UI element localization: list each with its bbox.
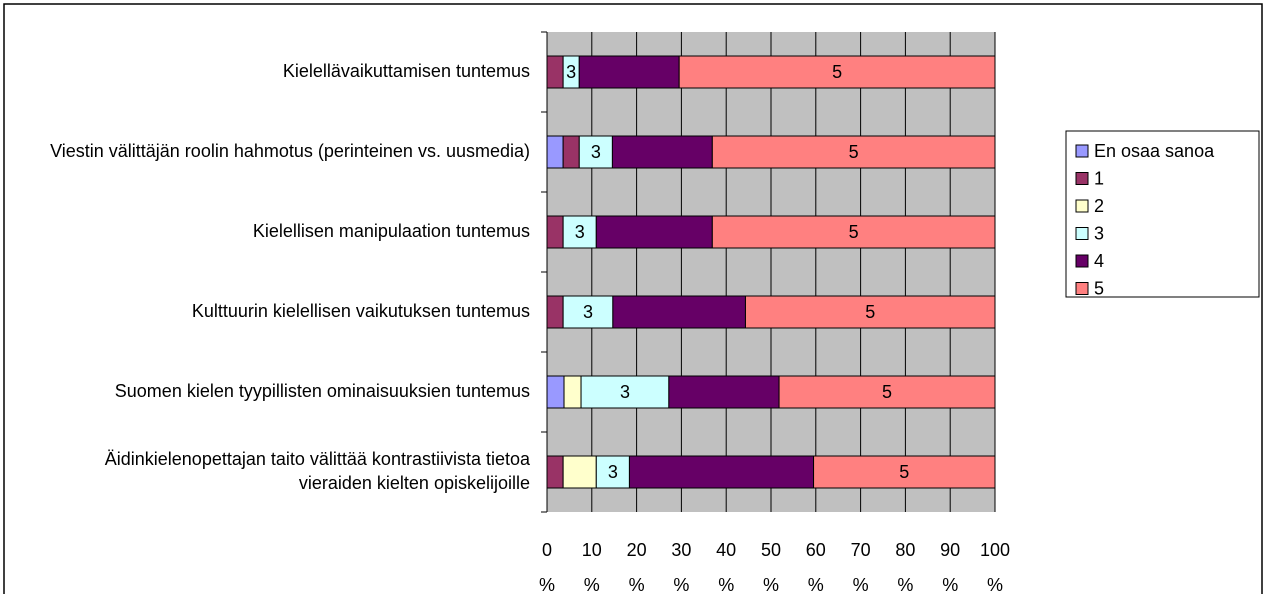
bar-segment	[562, 215, 597, 249]
bar-segment	[562, 455, 597, 489]
y-tick-label: Kulttuurin kielellisen vaikutuksen tunte…	[192, 301, 530, 321]
data-label: 3	[566, 62, 576, 82]
data-label: 3	[583, 302, 593, 322]
x-tick-label: 80%	[895, 540, 915, 594]
y-tick-label: Äidinkielenopettajan taito välittää kont…	[105, 449, 531, 493]
bar-segment	[744, 295, 996, 329]
x-tick-label: 30%	[671, 540, 691, 594]
legend-swatch	[1075, 227, 1089, 240]
legend-swatch	[1075, 172, 1089, 185]
data-label: 5	[899, 462, 909, 482]
legend-box	[1065, 130, 1260, 298]
bar-segment	[595, 455, 630, 489]
y-tick-label: Kielellisen manipulaation tuntemus	[253, 221, 530, 241]
legend-label: 2	[1094, 196, 1104, 216]
y-tick-label: Kielellävaikuttamisen tuntemus	[283, 61, 530, 81]
data-label: 5	[882, 382, 892, 402]
x-tick-label: 50%	[761, 540, 781, 594]
bar-segment	[778, 375, 996, 409]
legend-swatch	[1075, 199, 1089, 213]
x-tick-label: 10%	[582, 540, 602, 594]
bar-segment	[578, 55, 680, 89]
legend-label: En osaa sanoa	[1094, 141, 1215, 161]
bar-segment	[668, 375, 780, 409]
x-tick-label: 90%	[940, 540, 960, 594]
bar-segment	[546, 295, 564, 329]
legend-label: 3	[1094, 223, 1104, 243]
y-tick-label: Suomen kielen tyypillisten ominaisuuksie…	[115, 381, 530, 401]
legend-swatch	[1075, 282, 1089, 295]
data-label: 5	[849, 222, 859, 242]
data-label: 5	[849, 142, 859, 162]
bar-segment	[595, 215, 713, 249]
data-label: 3	[608, 462, 618, 482]
bar-segment	[563, 375, 582, 409]
x-tick-label: 100%	[980, 540, 1010, 594]
x-tick-label: 0%	[539, 540, 555, 594]
bar-segment	[546, 215, 564, 249]
data-label: 3	[620, 382, 630, 402]
bar-segment	[546, 55, 564, 89]
legend-swatch	[1075, 254, 1089, 268]
bar-segment	[546, 135, 564, 169]
y-tick-label: Viestin välittäjän roolin hahmotus (peri…	[50, 141, 530, 161]
bar-segment	[612, 295, 746, 329]
bar-segment	[562, 295, 614, 329]
bar-segment	[813, 455, 996, 489]
x-tick-label: 40%	[716, 540, 736, 594]
bar-segment	[562, 135, 580, 169]
bar-segment	[578, 135, 613, 169]
x-tick-label: 20%	[627, 540, 647, 594]
data-label: 5	[865, 302, 875, 322]
legend-label: 1	[1094, 168, 1104, 188]
x-tick-label: 60%	[806, 540, 826, 594]
data-label: 5	[832, 62, 842, 82]
data-label: 3	[591, 142, 601, 162]
x-tick-label: 70%	[851, 540, 871, 594]
legend-label: 5	[1094, 278, 1104, 298]
legend-swatch	[1075, 144, 1089, 158]
bar-segment	[711, 215, 996, 249]
bar-segment	[628, 455, 815, 489]
bar-segment	[546, 375, 565, 409]
bar-segment	[546, 455, 564, 489]
bar-segment	[678, 55, 996, 89]
bar-segment	[711, 135, 996, 169]
bar-segment	[611, 135, 713, 169]
data-label: 3	[575, 222, 585, 242]
legend-label: 4	[1094, 251, 1104, 271]
